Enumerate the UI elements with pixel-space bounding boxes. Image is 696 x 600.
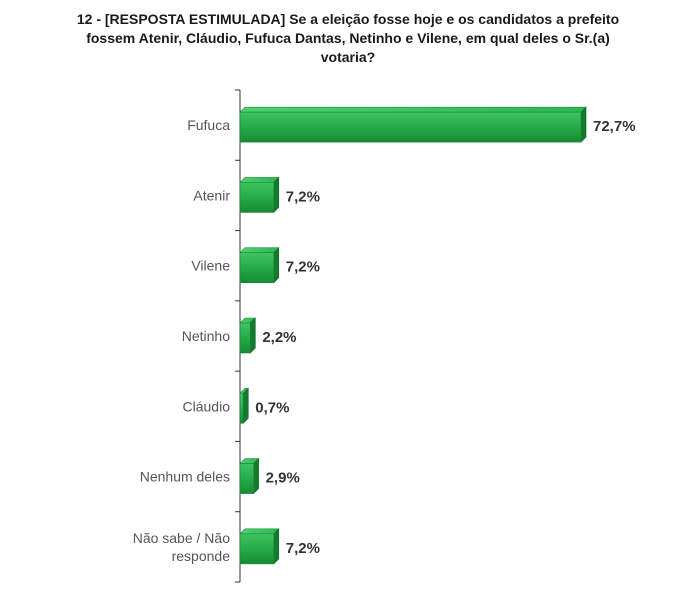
category-label: Atenir: [193, 187, 230, 203]
category-label: Netinho: [182, 328, 230, 344]
bar: [239, 528, 280, 565]
bar: [239, 176, 280, 214]
bar: [239, 106, 587, 143]
data-label: 2,2%: [262, 329, 296, 346]
data-label: 72,7%: [593, 118, 636, 135]
bar: [239, 457, 260, 495]
chart-title-line-3: votaria?: [320, 49, 376, 65]
category-label: Não sabe / Não responde: [133, 530, 230, 564]
category-label: Fufuca: [187, 117, 230, 133]
data-label: 7,2%: [286, 259, 320, 276]
category-label: Cláudio: [183, 398, 231, 414]
chart-title-line-2: fossem Atenir, Cláudio, Fufuca Dantas, N…: [86, 30, 610, 46]
bar: [239, 387, 250, 425]
data-label: 7,2%: [286, 188, 320, 205]
chart-title: 12 - [RESPOSTA ESTIMULADA] Se a eleição …: [40, 10, 656, 67]
data-label: 0,7%: [255, 399, 289, 416]
category-label: Vilene: [191, 258, 230, 274]
chart-title-line-1: 12 - [RESPOSTA ESTIMULADA] Se a eleição …: [76, 11, 620, 27]
data-label: 2,9%: [266, 470, 300, 487]
bar: [239, 246, 280, 284]
bar: [239, 317, 257, 354]
category-label: Nenhum deles: [140, 469, 230, 485]
data-label: 7,2%: [286, 540, 320, 557]
